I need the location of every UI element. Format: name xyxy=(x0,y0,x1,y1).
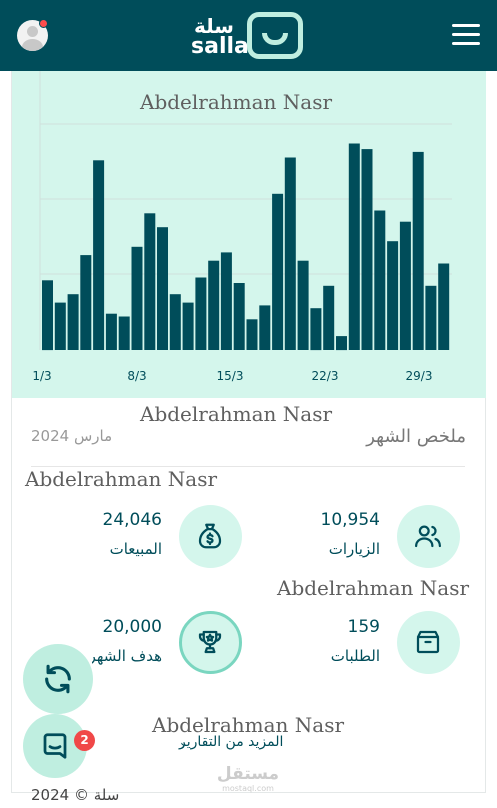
chart-bar[interactable] xyxy=(348,143,360,351)
chart-bar[interactable] xyxy=(118,316,130,351)
chart-bar[interactable] xyxy=(246,319,258,350)
chart-bar[interactable] xyxy=(208,260,220,350)
chart-bar[interactable] xyxy=(182,302,194,350)
logo-smile-icon xyxy=(247,12,303,59)
bar-chart-svg: 1/3 8/3 15/3 22/3 29/3 xyxy=(32,71,452,383)
chart-bar[interactable] xyxy=(169,294,181,350)
goal-value: 20,000 xyxy=(102,617,162,637)
mostaql-logo-ar: مستقل xyxy=(216,764,280,784)
chart-bar[interactable] xyxy=(399,221,411,350)
chart-bar[interactable] xyxy=(93,160,105,350)
mostaql-logo: مستقل mostaql.com xyxy=(216,764,280,793)
watermark-text: Abdelrahman Nasr xyxy=(152,713,345,737)
orders-label: الطلبات xyxy=(330,647,380,665)
x-tick-label: 8/3 xyxy=(127,369,146,383)
refresh-button[interactable] xyxy=(23,644,93,714)
chart-bar[interactable] xyxy=(144,213,156,350)
month-summary-title: ملخص الشهر xyxy=(366,426,466,447)
footer-copyright: سلة © 2024 xyxy=(31,786,120,804)
goal-label: هدف الشهر xyxy=(92,647,162,665)
chart-bar[interactable] xyxy=(387,241,399,350)
money-bag-icon xyxy=(179,505,242,568)
orders-value: 159 xyxy=(347,617,380,637)
box-icon xyxy=(397,611,460,674)
chart-bar[interactable] xyxy=(42,280,53,351)
sales-label: المبيعات xyxy=(109,540,162,558)
x-tick-label: 1/3 xyxy=(32,369,51,383)
chart-bar[interactable] xyxy=(272,193,284,350)
logo-text-arabic: سلة xyxy=(194,14,234,38)
chart-bar[interactable] xyxy=(67,294,79,350)
chat-notification-badge: 2 xyxy=(74,730,95,751)
chart-bar[interactable] xyxy=(105,313,117,350)
mostaql-logo-en: mostaql.com xyxy=(222,784,274,793)
chart-bar[interactable] xyxy=(425,285,437,350)
x-tick-label: 15/3 xyxy=(217,369,244,383)
chart-bar[interactable] xyxy=(284,157,296,351)
watermark-text: Abdelrahman Nasr xyxy=(277,576,470,600)
chart-bar[interactable] xyxy=(412,151,424,350)
x-tick-label: 29/3 xyxy=(406,369,433,383)
divider xyxy=(31,466,465,467)
logo-text-english: salla xyxy=(191,34,249,59)
refresh-icon xyxy=(45,664,71,694)
sales-chart: 1/3 8/3 15/3 22/3 29/3 xyxy=(12,71,486,398)
chart-bar[interactable] xyxy=(220,252,232,350)
chat-icon xyxy=(43,733,67,759)
chart-bar[interactable] xyxy=(361,149,373,350)
chart-bar[interactable] xyxy=(438,263,450,351)
chart-bar[interactable] xyxy=(323,285,335,350)
chart-bar[interactable] xyxy=(336,336,347,351)
salla-logo[interactable]: سلة salla xyxy=(190,10,305,60)
trophy-icon xyxy=(179,611,242,674)
watermark-text: Abdelrahman Nasr xyxy=(140,90,333,114)
hamburger-menu-icon[interactable] xyxy=(452,22,482,48)
x-tick-label: 22/3 xyxy=(312,369,339,383)
more-reports-link[interactable]: المزيد من التقارير xyxy=(179,734,283,750)
visits-value: 10,954 xyxy=(320,510,380,530)
chart-bar[interactable] xyxy=(80,255,92,350)
chart-bar[interactable] xyxy=(157,227,168,350)
top-navbar: سلة salla xyxy=(0,0,497,71)
notification-dot xyxy=(39,19,48,28)
chart-bar[interactable] xyxy=(297,260,309,350)
chart-bar[interactable] xyxy=(131,246,143,350)
chart-bar[interactable] xyxy=(374,210,386,351)
chevron-left-icon[interactable]: › xyxy=(180,738,186,754)
more-reports-label: المزيد من التقارير xyxy=(179,734,284,750)
chart-bar[interactable] xyxy=(310,308,322,351)
sales-value: 24,046 xyxy=(102,510,162,530)
users-icon xyxy=(397,505,460,568)
watermark-text: Abdelrahman Nasr xyxy=(140,402,333,426)
chart-bar[interactable] xyxy=(259,305,271,350)
month-summary-date: مارس 2024 xyxy=(31,427,113,445)
chart-bar[interactable] xyxy=(233,283,245,350)
visits-label: الزيارات xyxy=(328,540,380,558)
chart-bar[interactable] xyxy=(195,277,207,351)
watermark-text: Abdelrahman Nasr xyxy=(25,467,218,491)
chart-bar[interactable] xyxy=(54,302,66,350)
